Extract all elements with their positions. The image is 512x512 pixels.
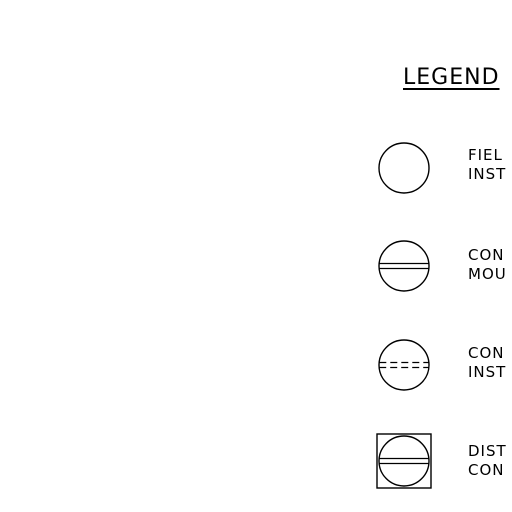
legend-entry-3-line1: CON bbox=[468, 344, 505, 362]
legend-entry-1-label: FIEL INST bbox=[468, 146, 506, 184]
legend-entry-3-line2: INST bbox=[468, 363, 507, 381]
legend-title: LEGEND bbox=[403, 65, 500, 90]
circle-icon bbox=[374, 138, 434, 198]
legend-entry-4-label: DIST CON bbox=[468, 442, 507, 480]
legend-entry-4-line1: DIST bbox=[468, 442, 507, 460]
circle-dashed-line-icon bbox=[374, 335, 434, 395]
circle-solid-line-icon bbox=[374, 236, 434, 296]
legend-entry-2-line2: MOU bbox=[468, 265, 507, 283]
legend-entry-1-line2: INST bbox=[468, 165, 507, 183]
legend-entry-2-label: CON MOU bbox=[468, 246, 507, 284]
boxed-circle-line-icon bbox=[374, 431, 434, 491]
legend-entry-3-label: CON INST bbox=[468, 344, 506, 382]
legend-entry-4-line2: CON bbox=[468, 461, 505, 479]
legend-entry-2-line1: CON bbox=[468, 246, 505, 264]
legend-entry-1-line1: FIEL bbox=[468, 146, 503, 164]
